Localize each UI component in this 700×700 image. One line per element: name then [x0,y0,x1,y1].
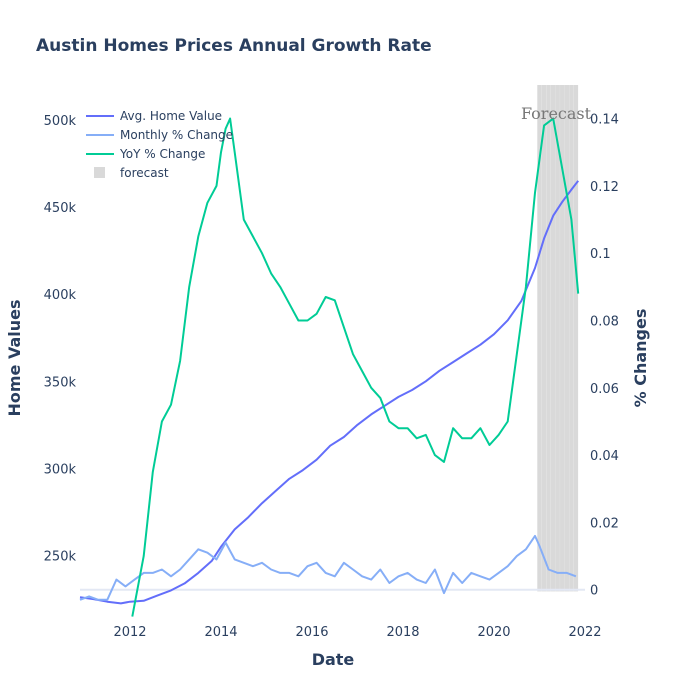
series-line-monthly-change [79,534,577,601]
x-tick-label: 2018 [386,625,419,640]
y2-tick-label: 0.08 [590,315,619,330]
y2-tick-label: 0.06 [590,382,619,397]
series-line-yoy-change [131,117,580,617]
forecast-bar [573,85,579,592]
y2-tick-label: 0 [590,584,598,599]
y-tick-label: 250k [44,550,77,565]
y-tick-label: 450k [44,201,77,216]
legend: Avg. Home Value Monthly % Change YoY % Cha… [86,109,233,180]
y-axis-left: 250k 300k 350k 400k 450k 500k [44,114,77,565]
y2-axis-title: % Changes [631,309,650,408]
x-tick-label: 2012 [113,625,146,640]
x-tick-label: 2014 [204,625,237,640]
y-tick-label: 500k [44,114,77,129]
legend-swatch [94,167,105,178]
forecast-bar [555,85,560,592]
y-tick-label: 400k [44,288,77,303]
series-lines [79,117,580,617]
legend-entry: YoY % Change [119,147,205,161]
forecast-bar [564,85,570,592]
y2-tick-label: 0.12 [590,180,619,195]
x-tick-label: 2016 [295,625,328,640]
y2-tick-label: 0.04 [590,449,619,464]
forecast-bar [541,85,547,592]
chart-title: Austin Homes Prices Annual Growth Rate [36,36,432,56]
forecast-bar [569,85,574,592]
forecast-annotation: Forecast [521,104,592,123]
forecast-region [537,85,579,592]
x-tick-label: 2020 [477,625,510,640]
y2-tick-label: 0.14 [590,113,619,128]
x-axis-title: Date [312,650,355,669]
y-tick-label: 300k [44,462,77,477]
y-axis-right: 0 0.02 0.04 0.06 0.08 0.1 0.12 0.14 [590,113,619,599]
forecast-bar [537,85,542,592]
legend-entry: Avg. Home Value [120,109,222,123]
x-axis: 2012 2014 2016 2018 2020 2022 [113,625,601,640]
x-tick-label: 2022 [568,625,601,640]
legend-entry: Monthly % Change [120,128,233,142]
forecast-bar [550,85,556,592]
y-tick-label: 350k [44,375,77,390]
y-axis-title: Home Values [5,299,24,416]
y2-tick-label: 0.1 [590,247,611,262]
legend-entry: forecast [120,166,169,180]
forecast-bar [546,85,551,592]
series-line-avg-home-value [79,180,579,605]
y2-tick-label: 0.02 [590,516,619,531]
forecast-bar [560,85,565,592]
